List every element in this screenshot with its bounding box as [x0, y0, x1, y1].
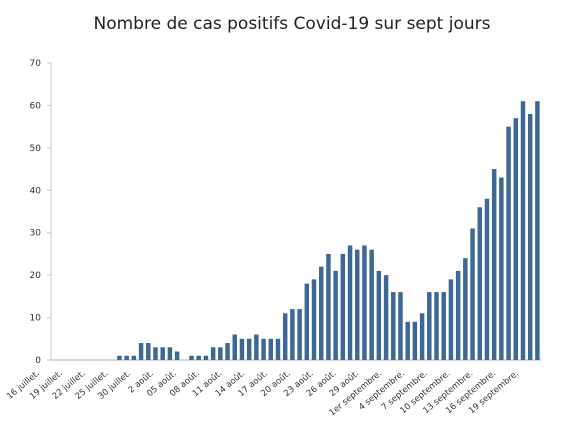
bar [261, 338, 266, 360]
bar [174, 351, 180, 360]
bar [138, 343, 144, 360]
y-tick-label: 40 [30, 186, 42, 196]
bar [340, 253, 346, 360]
bar [376, 270, 382, 360]
bar [131, 355, 137, 360]
bar [491, 169, 497, 360]
bar [239, 338, 245, 360]
bar [311, 279, 317, 360]
bar [246, 338, 252, 360]
bar [383, 275, 389, 360]
bar [304, 283, 310, 360]
bar [441, 292, 446, 360]
y-tick-label: 20 [30, 271, 42, 281]
bar [347, 245, 353, 360]
y-tick-label: 30 [30, 229, 42, 239]
bar [160, 347, 165, 360]
bar [448, 279, 454, 360]
bar [520, 101, 526, 360]
bar [254, 334, 259, 360]
bar [427, 292, 432, 360]
bar [412, 321, 418, 360]
bar [290, 309, 295, 360]
bar [405, 321, 410, 360]
bar [398, 292, 403, 360]
bar [232, 334, 237, 360]
bar [362, 245, 367, 360]
bar [499, 177, 504, 360]
bar [506, 126, 511, 360]
bar [484, 198, 490, 360]
bar [268, 338, 274, 360]
bar [318, 266, 324, 360]
bar [218, 347, 223, 360]
y-tick-label: 60 [30, 101, 42, 111]
bar [434, 292, 439, 360]
bar [153, 347, 158, 360]
bar [513, 118, 519, 360]
bar [455, 270, 461, 360]
bars [117, 101, 540, 360]
bar [196, 355, 201, 360]
bar [333, 270, 338, 360]
y-tick-label: 0 [35, 356, 41, 366]
y-tick-label: 70 [30, 59, 42, 69]
bar [355, 249, 360, 360]
bar [167, 347, 173, 360]
bar [463, 258, 468, 360]
bar [189, 355, 194, 360]
bar [535, 101, 540, 360]
bar [326, 253, 331, 360]
bar [477, 207, 482, 360]
y-tick-label: 50 [30, 144, 42, 154]
y-tick-label: 10 [30, 314, 42, 324]
bar [117, 355, 122, 360]
bar [369, 249, 374, 360]
bar [297, 309, 302, 360]
bar [470, 228, 475, 360]
bar [391, 292, 396, 360]
bar [210, 347, 216, 360]
bar [275, 338, 281, 360]
chart-title: Nombre de cas positifs Covid-19 sur sept… [93, 14, 491, 34]
bar [282, 313, 288, 360]
x-axis: 16 juillet.19 juillet.22 juillet.25 juil… [5, 369, 521, 419]
bar [124, 355, 129, 360]
bar [146, 343, 151, 360]
bar [203, 355, 209, 360]
bar [225, 343, 230, 360]
bar [527, 113, 533, 360]
bar [419, 313, 425, 360]
